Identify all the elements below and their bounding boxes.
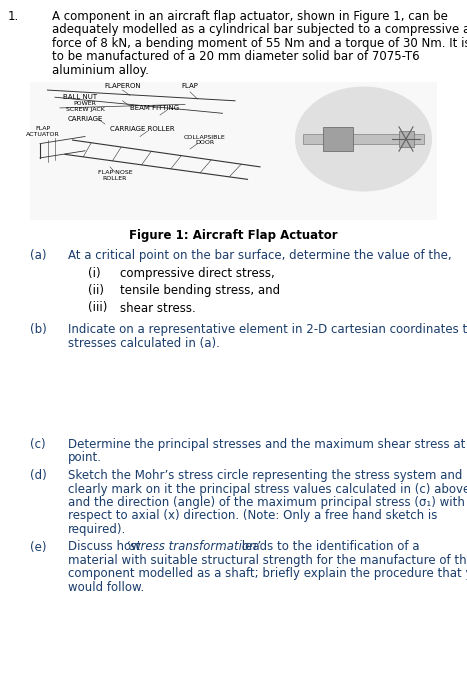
Text: compressive direct stress,: compressive direct stress,: [120, 267, 275, 279]
Text: respect to axial (x) direction. (Note: Only a free hand sketch is: respect to axial (x) direction. (Note: O…: [68, 510, 438, 522]
Text: A component in an aircraft flap actuator, shown in Figure 1, can be: A component in an aircraft flap actuator…: [52, 10, 448, 23]
Text: (iii): (iii): [88, 302, 107, 314]
Text: force of 8 kN, a bending moment of 55 Nm and a torque of 30 Nm. It is: force of 8 kN, a bending moment of 55 Nm…: [52, 37, 467, 50]
Text: FLAP NOSE
ROLLER: FLAP NOSE ROLLER: [98, 170, 132, 181]
Text: Discuss how: Discuss how: [68, 540, 144, 554]
Text: material with suitable structural strength for the manufacture of the: material with suitable structural streng…: [68, 554, 467, 567]
Text: COLLAPSIBLE
DOOR: COLLAPSIBLE DOOR: [184, 134, 226, 146]
Text: point.: point.: [68, 452, 102, 465]
Text: stresses calculated in (a).: stresses calculated in (a).: [68, 337, 220, 349]
Text: Determine the principal stresses and the maximum shear stress at the: Determine the principal stresses and the…: [68, 438, 467, 451]
Text: leads to the identification of a: leads to the identification of a: [238, 540, 419, 554]
Text: CARRIAGE: CARRIAGE: [67, 116, 103, 122]
Text: FLAP: FLAP: [182, 83, 198, 90]
Text: (i): (i): [88, 267, 100, 279]
Bar: [30, 81, 437, 220]
Text: POWER
SCREW JACK: POWER SCREW JACK: [65, 101, 105, 111]
Text: Figure 1: Aircraft Flap Actuator: Figure 1: Aircraft Flap Actuator: [129, 230, 338, 242]
Text: (c): (c): [30, 438, 46, 451]
Text: (d): (d): [30, 469, 47, 482]
Text: (b): (b): [30, 323, 47, 336]
Text: (ii): (ii): [88, 284, 104, 297]
Text: required).: required).: [68, 523, 126, 536]
Bar: [399, 131, 414, 147]
Text: shear stress.: shear stress.: [120, 302, 196, 314]
Text: tensile bending stress, and: tensile bending stress, and: [120, 284, 280, 297]
Text: would follow.: would follow.: [68, 581, 144, 594]
Text: BALL NUT: BALL NUT: [63, 94, 97, 100]
Text: 1.: 1.: [8, 10, 19, 23]
Text: clearly mark on it the principal stress values calculated in (c) above: clearly mark on it the principal stress …: [68, 482, 467, 496]
Text: FLAPERON: FLAPERON: [104, 83, 141, 90]
Text: Indicate on a representative element in 2-D cartesian coordinates the: Indicate on a representative element in …: [68, 323, 467, 336]
Text: (e): (e): [30, 540, 47, 554]
Text: adequately modelled as a cylindrical bar subjected to a compressive axial: adequately modelled as a cylindrical bar…: [52, 24, 467, 36]
Text: component modelled as a shaft; briefly explain the procedure that you: component modelled as a shaft; briefly e…: [68, 568, 467, 580]
Bar: [303, 134, 424, 144]
Bar: [323, 127, 353, 151]
Text: BEAM FITTING: BEAM FITTING: [130, 105, 180, 111]
Text: to be manufactured of a 20 mm diameter solid bar of 7075-T6: to be manufactured of a 20 mm diameter s…: [52, 50, 420, 64]
Text: (a): (a): [30, 249, 47, 262]
Text: Sketch the Mohr’s stress circle representing the stress system and: Sketch the Mohr’s stress circle represen…: [68, 469, 462, 482]
Text: aluminium alloy.: aluminium alloy.: [52, 64, 149, 77]
Text: ‘stress transformation’: ‘stress transformation’: [126, 540, 261, 554]
Text: CARRIAGE ROLLER: CARRIAGE ROLLER: [110, 127, 175, 132]
Text: and the direction (angle) of the maximum principal stress (σ₁) with: and the direction (angle) of the maximum…: [68, 496, 465, 509]
Text: At a critical point on the bar surface, determine the value of the,: At a critical point on the bar surface, …: [68, 249, 452, 262]
Text: FLAP
ACTUATOR: FLAP ACTUATOR: [26, 126, 59, 136]
Ellipse shape: [295, 87, 432, 192]
